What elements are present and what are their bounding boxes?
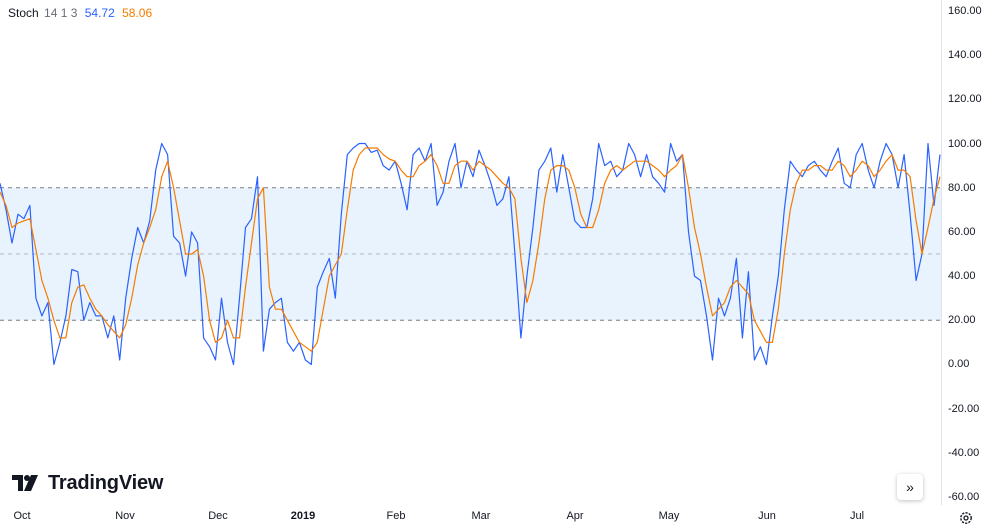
y-tick-label: 40.00 [948, 270, 976, 283]
tradingview-logo[interactable]: TradingView [12, 472, 163, 494]
y-tick-label: 60.00 [948, 225, 976, 238]
x-tick-label: 2019 [290, 510, 316, 522]
settings-button[interactable] [957, 509, 975, 527]
x-tick-label: Mar [471, 510, 491, 522]
y-tick-label: -60.00 [948, 491, 980, 503]
k-series-line [0, 142, 941, 366]
double-chevron-right-icon: » [906, 479, 914, 495]
indicator-legend[interactable]: Stoch 14 1 3 54.72 58.06 [8, 6, 152, 20]
settings-icon [960, 512, 972, 524]
y-tick-label: 0.00 [948, 358, 970, 371]
legend-indicator-params: 14 1 3 [44, 6, 78, 20]
y-tick-label: 20.00 [948, 314, 976, 327]
legend-indicator-name: Stoch [8, 6, 39, 20]
y-tick-label: 80.00 [948, 181, 976, 194]
x-tick-label: Apr [566, 510, 584, 522]
scroll-to-realtime-button[interactable]: » [897, 474, 923, 500]
time-axis[interactable]: Oct Nov Dec 2019 Feb Mar Apr May Jun Jul [0, 505, 941, 527]
tradingview-logo-icon [12, 475, 38, 491]
legend-d-value: 58.06 [122, 6, 153, 20]
y-tick-label: 100.00 [948, 137, 982, 150]
d-series-line [0, 147, 941, 352]
y-tick-label: 140.00 [948, 49, 982, 62]
x-tick-label: Oct [13, 510, 31, 522]
x-tick-label: Dec [208, 510, 228, 522]
x-tick-label: Nov [115, 510, 135, 522]
chart-plot-area[interactable] [0, 0, 941, 505]
tradingview-wordmark: TradingView [48, 471, 164, 494]
legend-k-value: 54.72 [84, 6, 115, 20]
y-tick-label: 160.00 [948, 5, 982, 17]
price-axis[interactable]: 160.00 140.00 120.00 100.00 80.00 60.00 40.00 2… [941, 0, 988, 505]
x-tick-label: Feb [386, 510, 406, 522]
y-tick-label: -20.00 [948, 402, 980, 415]
y-tick-label: -40.00 [948, 446, 980, 459]
y-tick-label: 120.00 [948, 93, 982, 106]
x-tick-label: May [658, 510, 680, 522]
x-tick-label: Jun [758, 510, 776, 522]
stochastic-chart[interactable] [0, 0, 941, 505]
x-tick-label: Jul [849, 510, 865, 522]
